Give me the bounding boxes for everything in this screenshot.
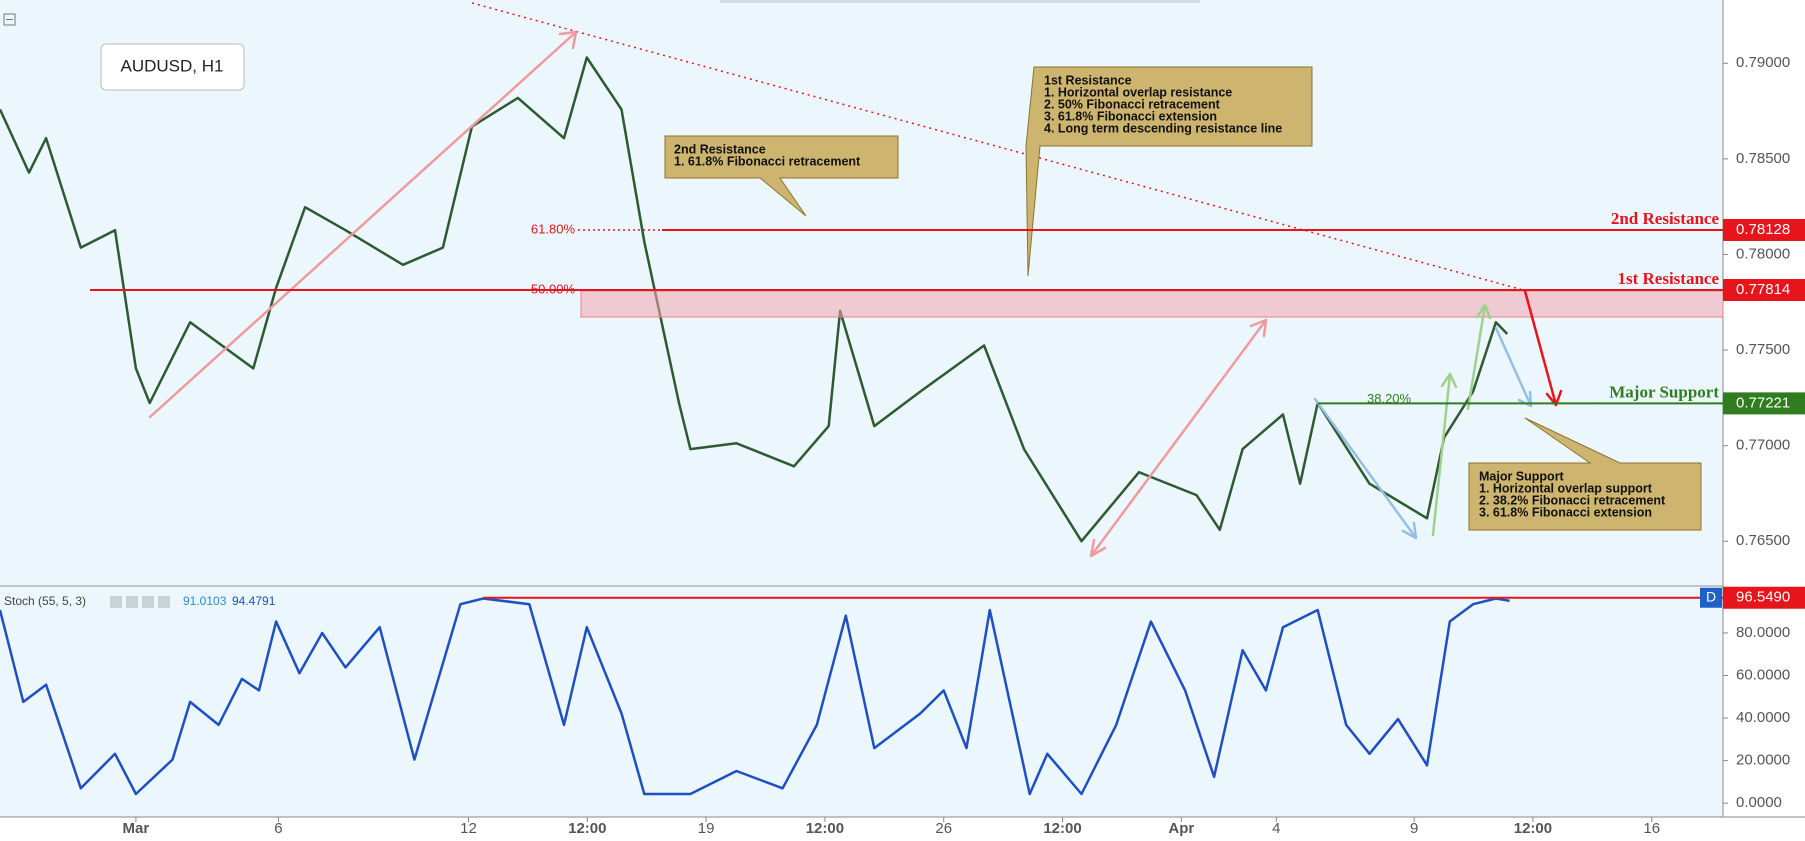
- x-tick-label: Mar: [123, 820, 150, 837]
- x-tick-label: 26: [935, 820, 952, 837]
- stoch-y-tick-label: 0.0000: [1736, 794, 1782, 811]
- stoch-y-tick-label: 80.0000: [1736, 624, 1790, 641]
- y-tick-label: 0.77500: [1736, 341, 1790, 358]
- y-tick-label: 0.78000: [1736, 245, 1790, 262]
- arrow: [1431, 372, 1458, 537]
- callout-line: 3. 61.8% Fibonacci extension: [1479, 505, 1652, 519]
- level-label: Major Support: [1609, 382, 1719, 401]
- price-tag: [1723, 279, 1805, 302]
- stoch-tag: [1723, 586, 1805, 609]
- fib-label: 38.20%: [1367, 391, 1412, 406]
- callout-box: [1025, 66, 1313, 277]
- x-tick-label: 6: [274, 820, 282, 837]
- callout-line: 2. 38.2% Fibonacci retracement: [1479, 493, 1666, 507]
- resistance-zone: [580, 290, 1724, 318]
- marks: [0, 56, 1510, 796]
- price-tag-label: 0.77221: [1736, 394, 1790, 411]
- callout-box: [664, 135, 899, 217]
- y-tick-label: 0.77000: [1736, 437, 1790, 454]
- stoch-y-tick-label: 20.0000: [1736, 752, 1790, 769]
- symbol-box: [100, 43, 245, 91]
- symbol-label: AUDUSD, H1: [121, 56, 224, 75]
- callout-line: 4. Long term descending resistance line: [1044, 121, 1282, 135]
- stoch-tool-icon[interactable]: [110, 596, 122, 608]
- stoch-tool-icon[interactable]: [158, 596, 170, 608]
- price-line: [0, 56, 1509, 543]
- stoch-reading: 91.0103: [183, 594, 227, 608]
- x-tick-label: 12:00: [1514, 820, 1552, 837]
- arrow: [148, 30, 578, 419]
- callout-line: 1. Horizontal overlap resistance: [1044, 85, 1232, 99]
- stoch-line: [0, 597, 1510, 796]
- callout-title: 1st Resistance: [1044, 73, 1132, 87]
- callout-line: 2. 50% Fibonacci retracement: [1044, 97, 1221, 111]
- stoch-title: Stoch (55, 5, 3): [4, 594, 86, 608]
- stoch-reading: 94.4791: [232, 594, 276, 608]
- price-tag-label: 0.78128: [1736, 221, 1790, 238]
- level-label: 1st Resistance: [1617, 269, 1719, 288]
- x-tick-label: 12:00: [568, 820, 606, 837]
- x-tick-label: 12:00: [1043, 820, 1081, 837]
- callout-line: 1. Horizontal overlap support: [1479, 481, 1653, 495]
- callout-line: 1. 61.8% Fibonacci retracement: [674, 154, 861, 168]
- arrow: [1089, 318, 1268, 558]
- stoch-pane: [0, 587, 1723, 817]
- price-tag: [1723, 218, 1805, 241]
- stoch-y-tick-label: 60.0000: [1736, 666, 1790, 683]
- callout-title: Major Support: [1479, 469, 1565, 483]
- descending-trendline: [471, 2, 1524, 291]
- top-toolbar-edge: [720, 0, 1200, 3]
- y-tick-label: 0.78500: [1736, 150, 1790, 167]
- collapse-icon[interactable]: [3, 13, 16, 26]
- y-tick-label: 0.79000: [1736, 54, 1790, 71]
- arrow: [1313, 397, 1418, 540]
- y-tick-label: 0.76500: [1736, 532, 1790, 549]
- x-tick-label: 12:00: [806, 820, 844, 837]
- x-tick-label: 12: [460, 820, 477, 837]
- price-tag-label: 0.77814: [1736, 281, 1790, 298]
- stoch-tag-label: 96.5490: [1736, 589, 1790, 606]
- fib-label: 50.00%: [531, 281, 576, 296]
- price-tag: [1723, 392, 1805, 415]
- badge-label: D: [1706, 588, 1716, 604]
- x-tick-label: 19: [698, 820, 715, 837]
- stoch-tool-icon[interactable]: [126, 596, 138, 608]
- level-label: 2nd Resistance: [1611, 209, 1720, 228]
- callout-line: 3. 61.8% Fibonacci extension: [1044, 109, 1217, 123]
- x-tick-label: 9: [1410, 820, 1418, 837]
- badge: [1700, 587, 1722, 608]
- x-tick-label: Apr: [1168, 820, 1194, 837]
- stoch-tool-icon[interactable]: [142, 596, 154, 608]
- x-tick-label: 16: [1643, 820, 1660, 837]
- x-tick-label: 4: [1272, 820, 1280, 837]
- callout-title: 2nd Resistance: [674, 142, 766, 156]
- callout-box: [1468, 417, 1702, 531]
- stoch-y-tick-label: 40.0000: [1736, 709, 1790, 726]
- arrow: [1466, 303, 1492, 411]
- callouts: [664, 66, 1702, 531]
- fib-label: 61.80%: [531, 221, 576, 236]
